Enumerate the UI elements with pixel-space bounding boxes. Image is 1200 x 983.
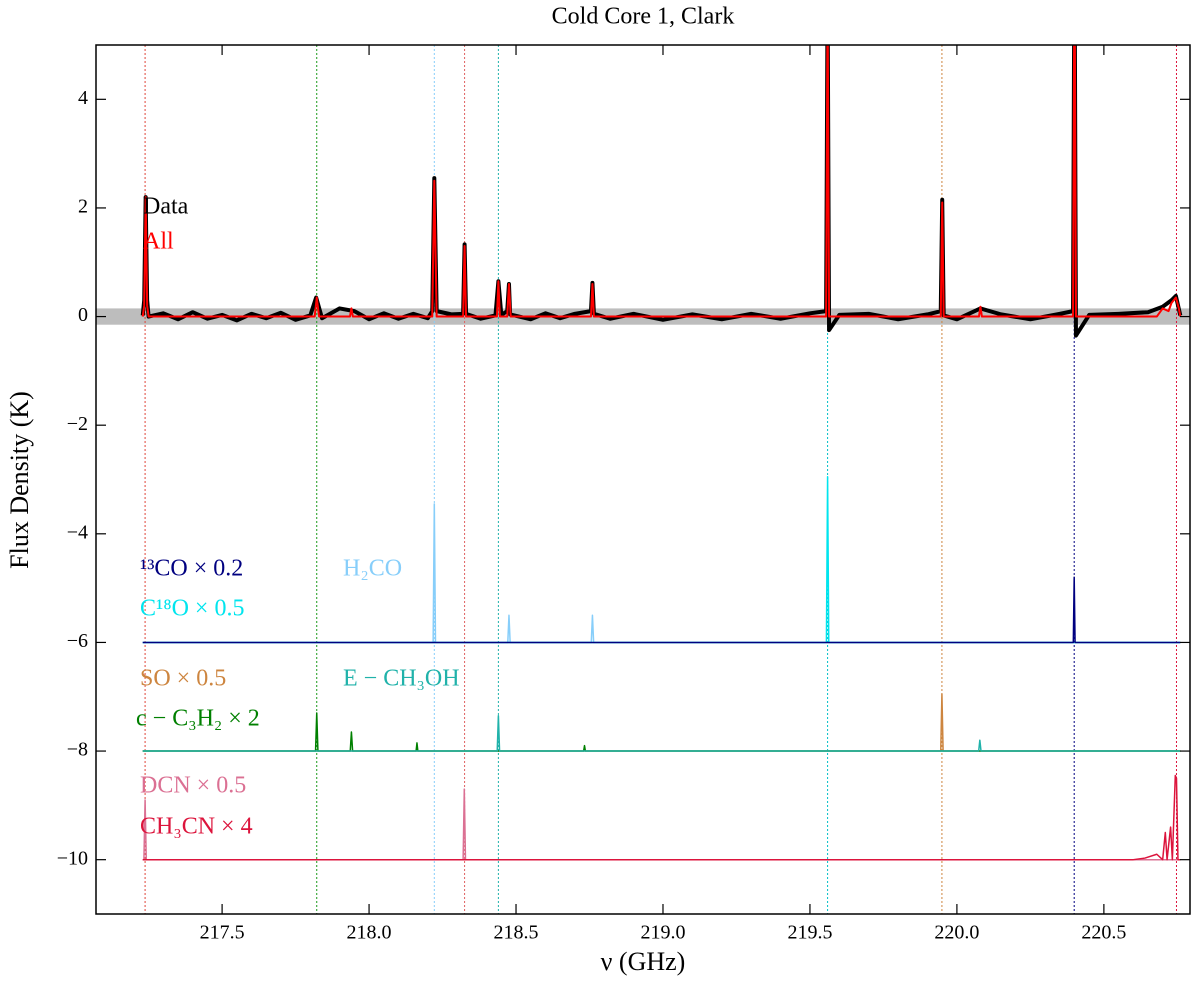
x-axis-label: ν (GHz) xyxy=(601,947,686,976)
legend-label: E − CH₃OH xyxy=(343,666,460,692)
legend-label: ¹³CO × 0.2 xyxy=(140,556,243,582)
plot-area xyxy=(96,45,1190,914)
x-tick-label: 219.0 xyxy=(640,922,685,944)
legend-label: Data xyxy=(143,194,189,220)
series-line xyxy=(142,715,1181,752)
series-line xyxy=(142,712,1181,752)
y-tick-label: 0 xyxy=(78,304,88,326)
x-tick-label: 217.5 xyxy=(200,922,245,944)
series-line xyxy=(142,788,1181,861)
legend-label: c − C₃H₂ × 2 xyxy=(136,706,260,732)
series-line xyxy=(142,693,1181,752)
y-tick-label: −8 xyxy=(67,739,88,761)
series-line xyxy=(142,476,1181,644)
legend-label: All xyxy=(143,229,174,255)
y-tick-label: 4 xyxy=(78,87,88,109)
series-line xyxy=(140,45,1183,338)
y-tick-label: −4 xyxy=(67,521,88,543)
axes: Data All H₂CO C¹⁸O × 0.5 ¹³CO × 0.2 SO × 0.5 c… xyxy=(57,44,1191,944)
legend-label: DCN × 0.5 xyxy=(140,773,246,799)
series-line xyxy=(142,774,1181,861)
chart-title: Cold Core 1, Clark xyxy=(552,4,735,30)
legend-label: H₂CO xyxy=(343,556,402,582)
series-line xyxy=(141,45,1182,318)
plot-frame xyxy=(95,44,1191,915)
x-tick-label: 220.0 xyxy=(934,922,979,944)
legend-label: C¹⁸O × 0.5 xyxy=(140,596,244,622)
y-tick-label: −2 xyxy=(67,413,88,435)
y-tick-label: −6 xyxy=(67,630,88,652)
y-axis-label: Flux Density (K) xyxy=(5,391,34,569)
legend-label: SO × 0.5 xyxy=(140,666,226,692)
y-tick-label: 2 xyxy=(78,196,88,218)
x-tick-label: 218.0 xyxy=(347,922,392,944)
y-tick-label: −10 xyxy=(57,847,88,869)
series-line xyxy=(142,503,1181,644)
x-tick-label: 218.5 xyxy=(494,922,539,944)
series-line xyxy=(142,576,1181,644)
x-tick-label: 219.5 xyxy=(787,922,832,944)
x-tick-label: 220.5 xyxy=(1081,922,1126,944)
legend-label: CH₃CN × 4 xyxy=(140,814,253,840)
